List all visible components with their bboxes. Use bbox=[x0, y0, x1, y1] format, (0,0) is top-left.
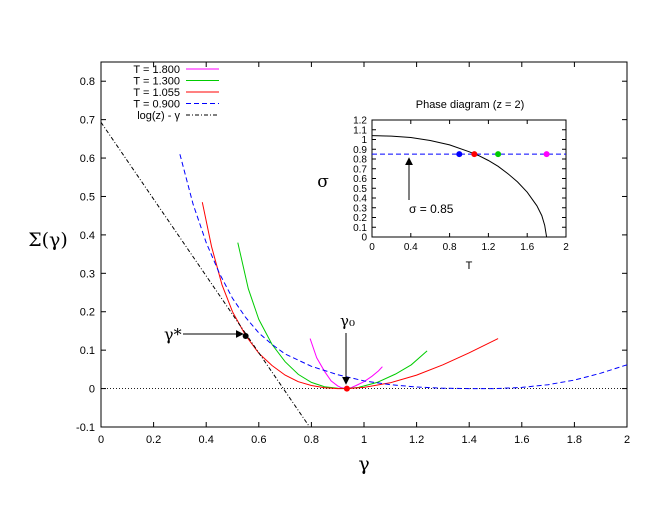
y-tick-label: 0.1 bbox=[80, 345, 95, 357]
x-tick-label: 1.8 bbox=[567, 434, 582, 446]
inset-axis-ticks bbox=[371, 119, 567, 238]
y-tick-label: 0 bbox=[89, 384, 95, 396]
phase-point-3 bbox=[543, 151, 550, 158]
inset-x-axis-label: T bbox=[466, 260, 473, 272]
inset-y-tick-label: 0.6 bbox=[353, 174, 367, 185]
inset-y-tick-label: 0.7 bbox=[353, 164, 367, 175]
inset-x-tick-label: 2 bbox=[563, 242, 569, 253]
x-tick-label: 0.8 bbox=[304, 434, 319, 446]
inset-y-tick-label: 0 bbox=[361, 233, 367, 244]
y-tick-label: 0.3 bbox=[80, 268, 95, 280]
x-tick-label: 0.4 bbox=[199, 434, 214, 446]
phase-boundary-line bbox=[372, 135, 548, 237]
main-points-group bbox=[242, 332, 350, 392]
inset-y-tick-label: 0.1 bbox=[353, 223, 367, 234]
inset-title: Phase diagram (z = 2) bbox=[416, 99, 525, 111]
y-tick-label: 0.7 bbox=[80, 115, 95, 127]
marker-point-0 bbox=[242, 332, 249, 339]
inset-y-tick-label: 0.2 bbox=[353, 213, 367, 224]
marker-point-1 bbox=[343, 385, 350, 392]
y-tick-label: 0.5 bbox=[80, 191, 95, 203]
inset-points-group bbox=[456, 151, 550, 158]
y-tick-label: 0.2 bbox=[80, 307, 95, 319]
x-tick-label: 0 bbox=[98, 434, 104, 446]
inset-y-axis-label: σ bbox=[317, 172, 329, 192]
inset-y-tick-label: 1.1 bbox=[353, 125, 367, 136]
series-line-2 bbox=[201, 202, 499, 390]
inset-y-tick-label: 1.2 bbox=[353, 116, 367, 127]
y-tick-label: 0.6 bbox=[80, 153, 95, 165]
x-tick-label: 1.2 bbox=[409, 434, 424, 446]
y-tick-label: -0.1 bbox=[76, 422, 95, 434]
series-line-4 bbox=[101, 122, 310, 427]
inset-tick-labels: 0 0.4 0.8 1.2 1.6 200.10.20.30.40.50.60.70.80… bbox=[353, 116, 569, 254]
inset-x-tick-label: 1.6 bbox=[520, 242, 534, 253]
legend-label: T = 1.800 bbox=[133, 64, 180, 76]
inset-background bbox=[337, 94, 582, 284]
phase-point-2 bbox=[495, 151, 502, 158]
series-line-3 bbox=[179, 154, 627, 390]
x-tick-label: 0.2 bbox=[146, 434, 161, 446]
inset-x-tick-label: 1.2 bbox=[481, 242, 495, 253]
y-tick-label: 0.4 bbox=[80, 230, 95, 242]
x-tick-label: 1.6 bbox=[514, 434, 529, 446]
inset-y-tick-label: 0.8 bbox=[353, 155, 367, 166]
legend-label: T = 1.055 bbox=[133, 87, 180, 99]
sigma-annotation-label: σ = 0.85 bbox=[409, 202, 454, 216]
inset-y-tick-label: 0.3 bbox=[353, 203, 367, 214]
inset-x-tick-label: 0.4 bbox=[404, 242, 418, 253]
inset-y-tick-label: 0.9 bbox=[353, 145, 367, 156]
inset-x-tick-label: 0 bbox=[369, 242, 375, 253]
main-axis-ticks bbox=[100, 62, 628, 428]
gamma-zero-label: γ₀ bbox=[340, 312, 355, 330]
phase-point-0 bbox=[456, 151, 463, 158]
inset-y-tick-label: 1 bbox=[361, 135, 367, 146]
main-tick-labels: 0 0.2 0.4 0.6 0.8 1 1.2 1.4 1.6 1.8 2-0.100.10.20.… bbox=[76, 76, 630, 446]
legend-label: log(z) - γ bbox=[137, 110, 180, 122]
inset-y-tick-label: 0.5 bbox=[353, 184, 367, 195]
series-line-1 bbox=[237, 242, 428, 390]
gamma-star-label: γ* bbox=[164, 325, 182, 344]
x-tick-label: 0.6 bbox=[251, 434, 266, 446]
inset-x-tick-label: 0.8 bbox=[443, 242, 457, 253]
x-tick-label: 1.4 bbox=[462, 434, 477, 446]
inset-y-tick-label: 0.4 bbox=[353, 194, 367, 205]
main-x-axis-label: γ bbox=[358, 453, 369, 475]
x-tick-label: 1 bbox=[361, 434, 367, 446]
phase-point-1 bbox=[471, 151, 478, 158]
y-tick-label: 0.8 bbox=[80, 76, 95, 88]
legend-label: T = 0.900 bbox=[133, 99, 180, 111]
x-tick-label: 2 bbox=[624, 434, 630, 446]
main-series-group bbox=[101, 122, 627, 427]
legend-label: T = 1.300 bbox=[133, 76, 180, 88]
inset-series-group bbox=[372, 135, 566, 237]
main-y-axis-label: Σ(γ) bbox=[28, 229, 68, 251]
